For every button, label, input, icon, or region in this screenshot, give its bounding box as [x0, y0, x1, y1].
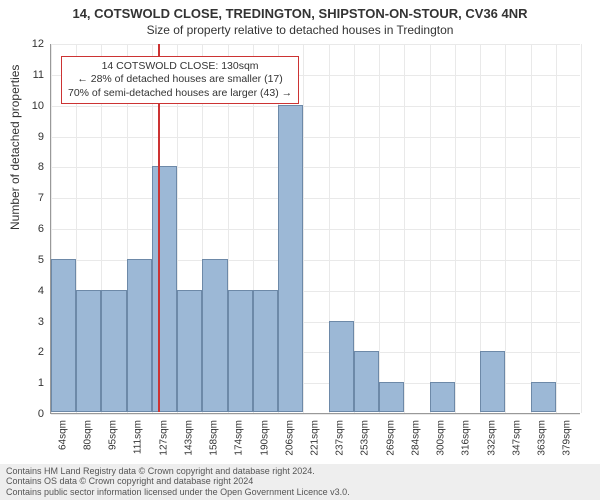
x-tick-label: 237sqm [335, 420, 346, 456]
y-tick-label: 0 [0, 408, 44, 420]
page-title: 14, COTSWOLD CLOSE, TREDINGTON, SHIPSTON… [0, 0, 600, 21]
x-tick-label: 174sqm [234, 420, 245, 456]
x-tick-label: 127sqm [158, 420, 169, 456]
histogram-bar [127, 259, 152, 412]
annotation-box: 14 COTSWOLD CLOSE: 130sqm← 28% of detach… [61, 56, 299, 103]
histogram-bar [278, 105, 303, 412]
x-tick-label: 221sqm [310, 420, 321, 456]
y-axis-label: Number of detached properties [8, 65, 22, 230]
gridline-v [379, 44, 380, 413]
annotation-line: 70% of semi-detached houses are larger (… [68, 87, 292, 100]
x-tick-label: 64sqm [57, 420, 68, 450]
gridline-h [51, 106, 580, 107]
x-tick-label: 332sqm [486, 420, 497, 456]
histogram-bar [354, 351, 379, 412]
histogram-chart: 14 COTSWOLD CLOSE: 130sqm← 28% of detach… [50, 44, 580, 414]
x-tick-label: 111sqm [133, 420, 144, 454]
histogram-bar [480, 351, 505, 412]
gridline-v [531, 44, 532, 413]
histogram-bar [152, 166, 177, 412]
x-tick-label: 206sqm [284, 420, 295, 456]
x-tick-label: 284sqm [410, 420, 421, 456]
footer-line: Contains HM Land Registry data © Crown c… [6, 466, 315, 476]
gridline-h [51, 198, 580, 199]
page-subtitle: Size of property relative to detached ho… [0, 21, 600, 37]
footer-line: Contains public sector information licen… [6, 487, 350, 497]
x-tick-label: 158sqm [209, 420, 220, 456]
gridline-v [455, 44, 456, 413]
x-tick-label: 363sqm [537, 420, 548, 456]
y-tick-label: 1 [0, 377, 44, 389]
histogram-bar [379, 382, 404, 412]
gridline-h [51, 167, 580, 168]
y-tick-label: 8 [0, 161, 44, 173]
y-tick-label: 6 [0, 223, 44, 235]
gridline-h [51, 414, 580, 415]
gridline-v [505, 44, 506, 413]
x-tick-label: 379sqm [562, 420, 573, 456]
annotation-line: 14 COTSWOLD CLOSE: 130sqm [68, 60, 292, 73]
histogram-bar [202, 259, 227, 412]
histogram-bar [51, 259, 76, 412]
x-tick-label: 95sqm [108, 420, 119, 450]
plot-area: 14 COTSWOLD CLOSE: 130sqm← 28% of detach… [50, 44, 580, 414]
gridline-v [581, 44, 582, 413]
gridline-v [556, 44, 557, 413]
y-tick-label: 12 [0, 38, 44, 50]
gridline-h [51, 44, 580, 45]
histogram-bar [101, 290, 126, 412]
y-tick-label: 3 [0, 316, 44, 328]
x-tick-label: 190sqm [259, 420, 270, 456]
x-tick-label: 300sqm [436, 420, 447, 456]
y-tick-label: 4 [0, 285, 44, 297]
gridline-v [404, 44, 405, 413]
y-tick-label: 10 [0, 100, 44, 112]
gridline-h [51, 229, 580, 230]
footer-line: Contains OS data © Crown copyright and d… [6, 476, 253, 486]
histogram-bar [430, 382, 455, 412]
y-tick-label: 2 [0, 346, 44, 358]
y-tick-label: 7 [0, 192, 44, 204]
histogram-bar [228, 290, 253, 412]
x-tick-label: 316sqm [461, 420, 472, 456]
y-tick-label: 5 [0, 254, 44, 266]
gridline-v [303, 44, 304, 413]
y-tick-label: 11 [0, 69, 44, 81]
histogram-bar [253, 290, 278, 412]
x-tick-label: 143sqm [183, 420, 194, 456]
x-tick-label: 269sqm [385, 420, 396, 456]
annotation-line: ← 28% of detached houses are smaller (17… [68, 73, 292, 86]
histogram-bar [329, 321, 354, 413]
footer-attribution: Contains HM Land Registry data © Crown c… [0, 464, 600, 500]
histogram-bar [76, 290, 101, 412]
x-tick-label: 253sqm [360, 420, 371, 456]
y-tick-label: 9 [0, 131, 44, 143]
gridline-v [430, 44, 431, 413]
gridline-h [51, 137, 580, 138]
x-tick-label: 80sqm [82, 420, 93, 450]
histogram-bar [177, 290, 202, 412]
x-tick-label: 347sqm [511, 420, 522, 456]
histogram-bar [531, 382, 556, 412]
